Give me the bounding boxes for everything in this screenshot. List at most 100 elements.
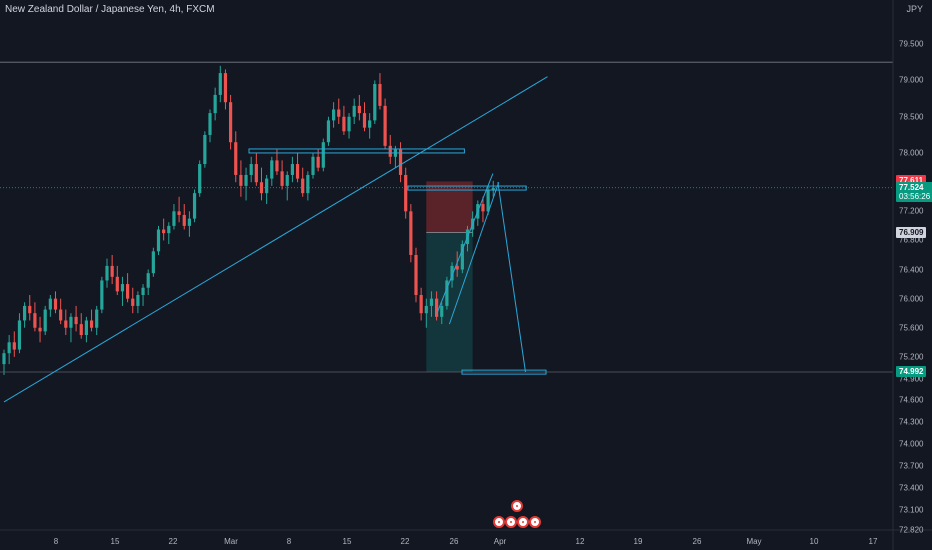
candle-body (316, 156, 320, 168)
last-price-value: 77.524 (899, 182, 924, 192)
target-price-label: 77.611 (896, 175, 927, 187)
candle-body (460, 244, 464, 270)
candle-body (2, 353, 6, 365)
candle-body (198, 164, 202, 194)
candle-body (486, 189, 490, 212)
y-tick-label: 78.500 (899, 112, 924, 122)
y-tick-label: 75.600 (899, 323, 924, 333)
candle-body (64, 320, 68, 328)
x-tick-label: 8 (53, 537, 59, 546)
last-price-label: 77.524 03:56:26 (896, 181, 932, 202)
candle-body (244, 174, 248, 186)
x-tick-label: Mar (224, 537, 238, 546)
y-tick-label: 78.000 (899, 148, 924, 158)
candle-body (17, 320, 22, 350)
candle-body (398, 149, 403, 175)
y-tick-label: 73.400 (899, 483, 924, 493)
events-marker[interactable] (491, 500, 543, 532)
candle-body (53, 298, 58, 310)
x-tick-label: 15 (110, 537, 120, 546)
ascending-trendline (3, 76, 548, 403)
candle-body (131, 298, 135, 306)
candle-body (79, 324, 83, 336)
candle-body (265, 178, 269, 194)
x-tick-label: 8 (286, 537, 292, 546)
candle-body (337, 109, 341, 117)
x-tick-label: 26 (449, 537, 459, 546)
candle-body (239, 174, 243, 186)
drawings[interactable] (0, 61, 893, 403)
currency-label: JPY (905, 4, 924, 14)
candle-body (491, 188, 495, 190)
candle-body (156, 229, 161, 252)
y-tick-label: 76.000 (899, 294, 924, 304)
y-tick-label: 75.200 (899, 352, 924, 362)
y-tick-label: 73.100 (899, 505, 924, 515)
y-tick-label: 79.500 (899, 39, 924, 49)
event-flag-icon[interactable] (511, 500, 523, 512)
candle-body (373, 84, 377, 121)
candle-body (218, 73, 222, 95)
candle-body (280, 171, 284, 186)
candle-body (424, 305, 428, 314)
candle-body (306, 174, 310, 194)
candle-body (429, 298, 434, 306)
candle-body (74, 316, 78, 325)
candle-body (203, 134, 207, 165)
x-tick-label: 15 (342, 537, 352, 546)
y-tick-label: 74.000 (899, 439, 924, 449)
candle-body (414, 254, 418, 296)
x-tick-label: May (746, 537, 762, 546)
event-flag-icon[interactable] (517, 516, 529, 528)
y-tick-label: 72.820 (899, 525, 924, 535)
candle-body (192, 193, 197, 219)
x-tick-label: 22 (168, 537, 178, 546)
candle-body (177, 211, 181, 215)
candle-body (249, 164, 253, 175)
event-flag-icon[interactable] (505, 516, 517, 528)
candle-body (445, 280, 449, 306)
candle-body (409, 211, 413, 255)
candle-body (38, 327, 42, 332)
candle-body (89, 320, 94, 328)
symbol-title: New Zealand Dollar / Japanese Yen, 4h, F… (5, 4, 215, 15)
candle-body (208, 113, 212, 135)
candle-body (43, 309, 47, 332)
candle-body (290, 164, 294, 175)
candle-body (12, 342, 16, 350)
candle-body (7, 342, 11, 354)
candle-body (234, 142, 238, 175)
candle-body (126, 284, 130, 299)
candle-body (105, 265, 109, 281)
x-tick-label: Apr (493, 537, 507, 546)
candle-body (352, 105, 356, 117)
candle-body (136, 295, 140, 306)
candle-body (362, 113, 367, 128)
candle-body (69, 316, 73, 328)
y-tick-label: 77.200 (899, 206, 924, 216)
candle-body (120, 284, 125, 292)
candle-body (162, 229, 166, 234)
wedge-upper-line (436, 173, 494, 314)
candle-body (301, 178, 305, 194)
candle-body (378, 84, 382, 106)
candle-body (23, 305, 27, 321)
candle-body (172, 211, 176, 226)
candle-body (383, 105, 387, 146)
candles (2, 65, 495, 376)
candle-body (404, 174, 408, 212)
event-flag-icon[interactable] (529, 516, 541, 528)
candle-body (275, 160, 279, 172)
y-tick-label: 74.300 (899, 417, 924, 427)
resistance-box (248, 148, 465, 154)
event-flag-icon[interactable] (493, 516, 505, 528)
candle-body (59, 309, 63, 321)
short-position-reward-zone (426, 232, 473, 372)
candle-body (182, 214, 186, 226)
y-tick-label: 74.600 (899, 395, 924, 405)
candle-body (115, 276, 119, 292)
candle-body (48, 298, 52, 310)
candle-body (33, 313, 37, 328)
